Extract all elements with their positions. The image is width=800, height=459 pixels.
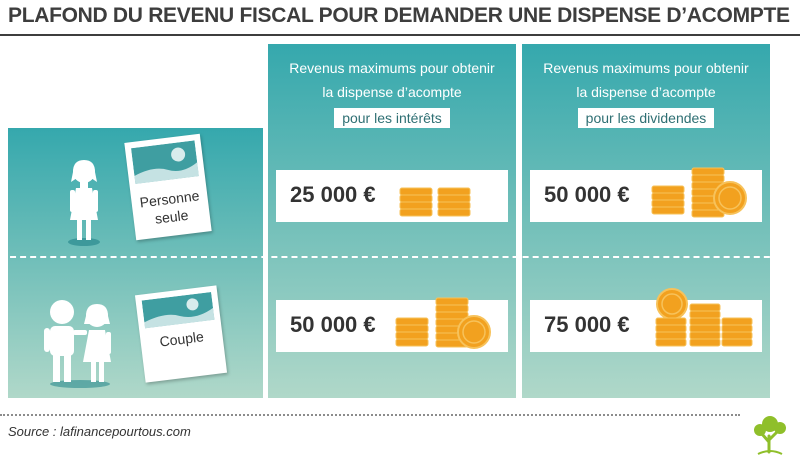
coin-stack-icon <box>651 167 747 218</box>
document-card-personne-seule: Personne seule <box>124 133 212 241</box>
value-box-couple-interets: 50 000 € <box>276 297 508 352</box>
woman-icon <box>68 160 100 246</box>
header-line-1: Revenus maximums pour obtenir <box>289 60 495 76</box>
row-label-line-2: seule <box>154 206 190 227</box>
value-personne-dividendes: 50 000 € <box>544 182 630 207</box>
header-tag-interets: pour les intérêts <box>334 108 450 128</box>
value-box-couple-dividendes: 75 000 € <box>530 288 762 352</box>
row-label-couple: Couple <box>142 325 222 352</box>
row-separator <box>0 256 800 258</box>
dividendes-header: Revenus maximums pour obtenir la dispens… <box>522 56 770 130</box>
row-label-personne-seule: Personne seule <box>133 186 209 231</box>
source-divider <box>0 414 740 416</box>
value-couple-interets: 50 000 € <box>290 312 376 337</box>
row-label-line-1: Personne <box>138 187 201 211</box>
source-text: Source : lafinancepourtous.com <box>8 424 191 439</box>
value-box-personne-interets: 25 000 € <box>276 170 508 222</box>
value-box-personne-dividendes: 50 000 € <box>530 167 762 222</box>
coin-stack-icon <box>395 297 491 349</box>
document-icon <box>130 140 199 184</box>
header-tag-dividendes: pour les dividendes <box>577 108 715 128</box>
document-card-couple: Couple <box>134 285 228 383</box>
couple-icon <box>44 300 111 388</box>
coin-stack-icon <box>655 288 753 347</box>
header-line-2: la dispense d’acompte <box>322 84 462 100</box>
value-couple-dividendes: 75 000 € <box>544 312 630 337</box>
coin-stack-icon <box>399 187 471 217</box>
header-line-2: la dispense d’acompte <box>576 84 716 100</box>
header-line-1: Revenus maximums pour obtenir <box>543 60 749 76</box>
title-divider <box>0 34 800 36</box>
document-icon <box>141 292 215 329</box>
row-label-line-1: Couple <box>158 328 205 350</box>
value-personne-interets: 25 000 € <box>290 182 376 207</box>
page-title: PLAFOND DU REVENU FISCAL POUR DEMANDER U… <box>8 4 790 27</box>
tree-logo <box>754 416 786 455</box>
interets-header: Revenus maximums pour obtenir la dispens… <box>268 56 516 130</box>
